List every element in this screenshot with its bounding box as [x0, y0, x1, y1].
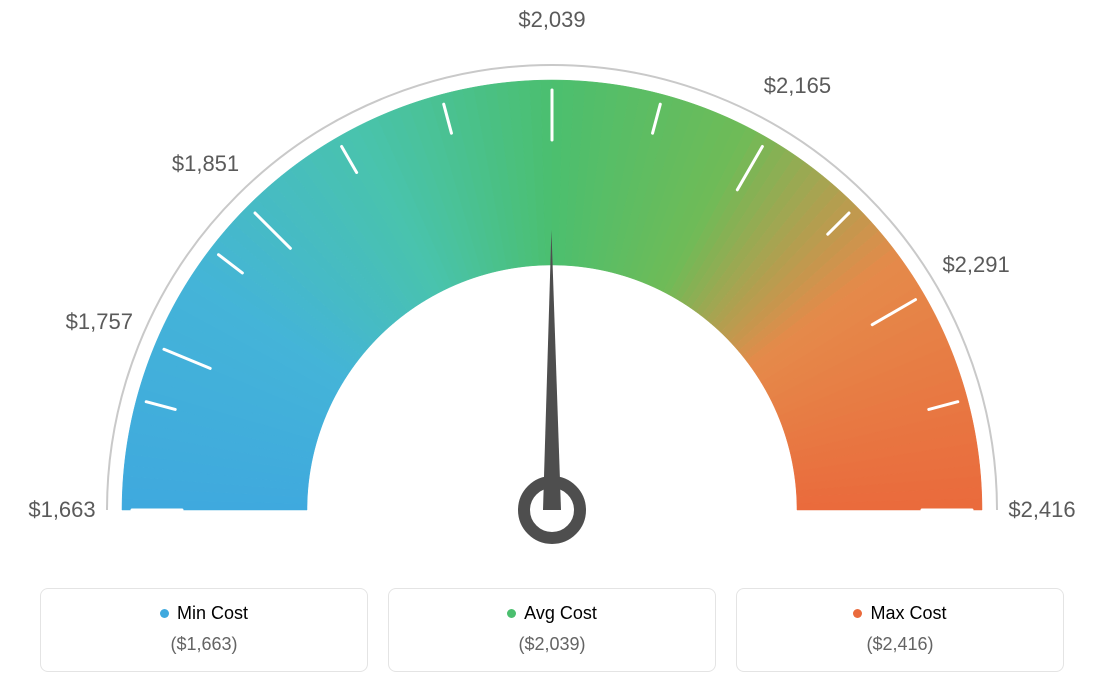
gauge-tick-label: $1,663: [28, 497, 95, 523]
legend-dot-max: [853, 609, 862, 618]
legend-card-avg: Avg Cost ($2,039): [388, 588, 716, 672]
legend-value-avg: ($2,039): [399, 634, 705, 655]
legend-row: Min Cost ($1,663) Avg Cost ($2,039) Max …: [0, 588, 1104, 672]
gauge-chart-container: $1,663 $1,757 $1,851 $2,039 $2,165 $2,291 $2,4…: [0, 0, 1104, 690]
legend-title-max: Max Cost: [747, 603, 1053, 624]
gauge-tick-label: $2,291: [942, 252, 1009, 278]
legend-title-avg: Avg Cost: [399, 603, 705, 624]
gauge-tick-label: $1,851: [172, 151, 239, 177]
legend-dot-avg: [507, 609, 516, 618]
gauge-tick-label: $2,039: [518, 7, 585, 33]
legend-title-max-text: Max Cost: [870, 603, 946, 623]
legend-value-max: ($2,416): [747, 634, 1053, 655]
legend-dot-min: [160, 609, 169, 618]
gauge-tick-label: $2,165: [764, 73, 831, 99]
gauge-tick-label: $1,757: [66, 309, 133, 335]
gauge-tick-label: $2,416: [1008, 497, 1075, 523]
legend-title-min: Min Cost: [51, 603, 357, 624]
legend-card-min: Min Cost ($1,663): [40, 588, 368, 672]
gauge-needle: [543, 230, 561, 510]
gauge-area: $1,663 $1,757 $1,851 $2,039 $2,165 $2,291 $2,4…: [0, 0, 1104, 560]
legend-value-min: ($1,663): [51, 634, 357, 655]
legend-title-min-text: Min Cost: [177, 603, 248, 623]
legend-title-avg-text: Avg Cost: [524, 603, 597, 623]
legend-card-max: Max Cost ($2,416): [736, 588, 1064, 672]
gauge-svg: [0, 0, 1104, 560]
